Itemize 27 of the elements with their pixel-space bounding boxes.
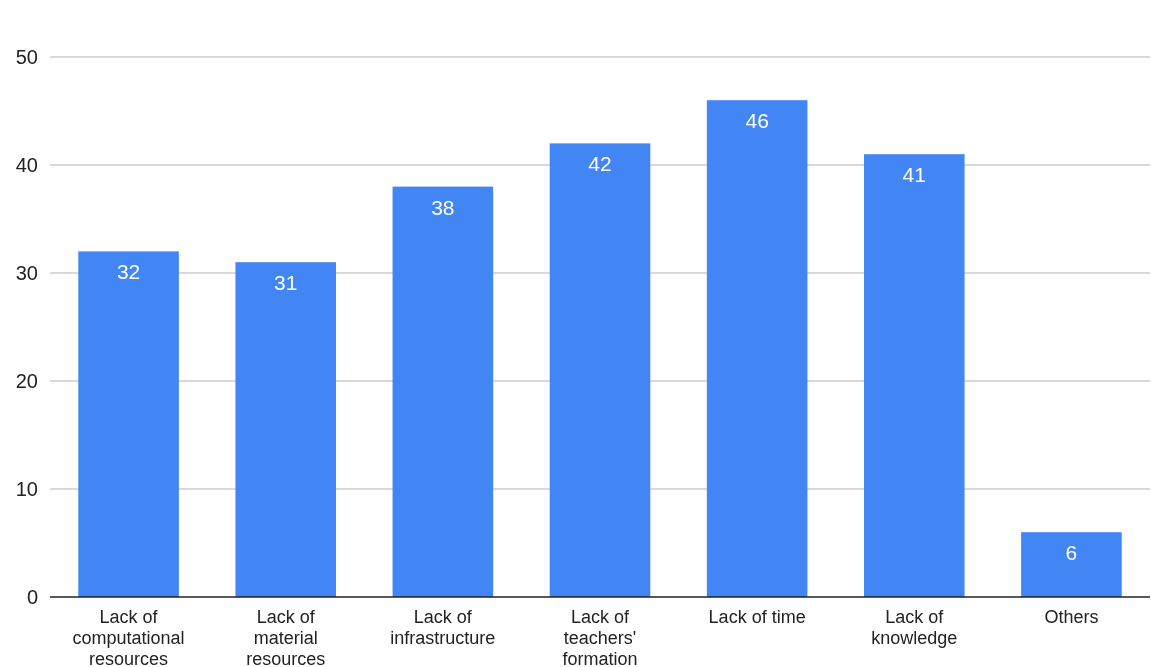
bar <box>864 154 965 597</box>
y-tick-label: 0 <box>26 586 38 608</box>
data-label: 31 <box>274 271 298 295</box>
x-tick-label: Lack of knowledge <box>871 607 958 648</box>
x-tick-label: Lack of computational resources <box>72 607 185 667</box>
data-label: 46 <box>745 109 769 133</box>
y-tick-label: 30 <box>15 262 38 284</box>
data-label: 38 <box>431 195 455 219</box>
bar <box>549 143 651 597</box>
data-label: 41 <box>902 163 926 187</box>
x-tick-label: Lack of teachers' formation <box>562 607 638 667</box>
data-label: 6 <box>1065 541 1078 565</box>
bar <box>78 251 179 597</box>
y-tick-label: 50 <box>15 46 38 68</box>
x-tick-label: Lack of material resources <box>246 607 326 667</box>
x-tick-label: Others <box>1044 607 1099 627</box>
x-tick-label: Lack of infrastructure <box>390 607 496 648</box>
y-tick-label: 40 <box>15 154 38 176</box>
bar <box>706 100 808 597</box>
x-tick-label: Lack of time <box>708 607 806 627</box>
y-tick-label: 20 <box>15 370 38 392</box>
y-tick-label: 10 <box>15 478 38 500</box>
bar <box>392 186 494 597</box>
bar <box>235 262 336 597</box>
data-label: 42 <box>588 152 612 176</box>
data-label: 32 <box>116 260 141 284</box>
bar <box>1021 532 1122 597</box>
